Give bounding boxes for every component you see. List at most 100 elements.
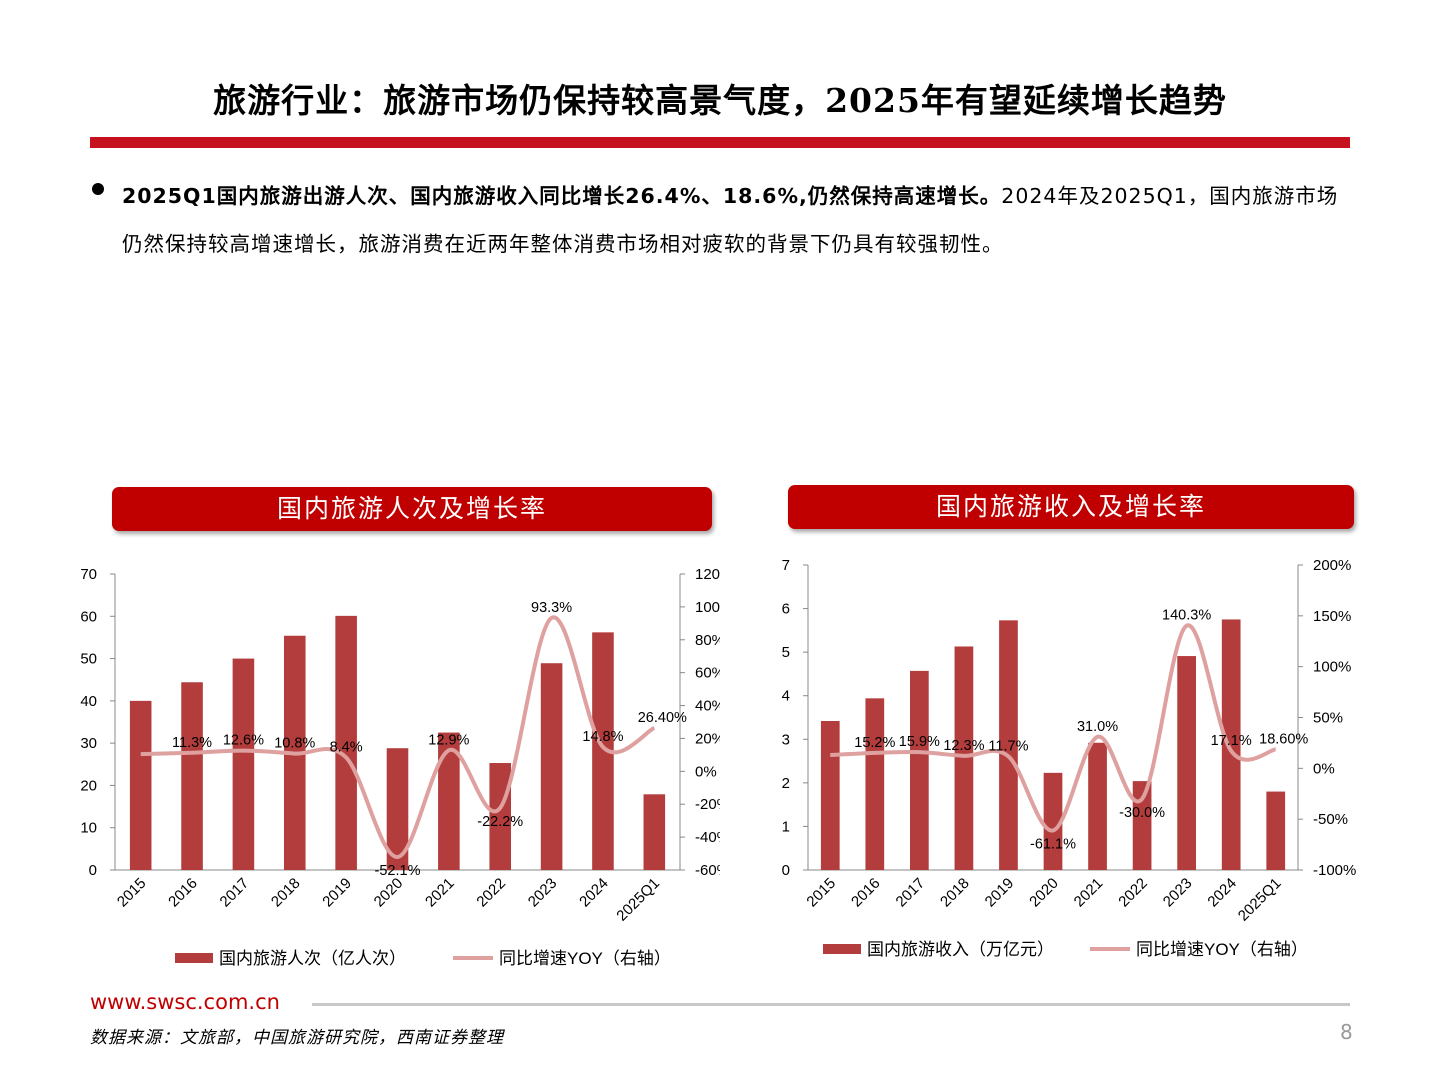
chart2-category-label: 2022	[1115, 875, 1151, 911]
summary-body: 2024年及2025Q1，国内旅游市场仍然保持较高增速增长，旅游消费在近两年整体…	[122, 184, 1339, 256]
chart1-bar	[386, 748, 409, 870]
chart1-data-label: 14.8%	[582, 729, 623, 745]
chart1-bar	[643, 794, 666, 870]
tourist-trips-chart: 0 10 20 30 40 50 60 70 -60% -40% -20% 0% 20% 40% 60% 80…	[80, 566, 720, 968]
data-source: 数据来源：文旅部，中国旅游研究院，西南证券整理	[90, 1028, 504, 1048]
chart1-right-tick-label: -40%	[695, 829, 720, 846]
chart2-bar	[954, 646, 974, 870]
chart2-left-tick-label: 7	[782, 557, 790, 574]
chart1-left-tick-label: 70	[80, 566, 97, 583]
chart2-category-label: 2024	[1204, 875, 1240, 911]
chart1-yoy-line	[140, 615, 656, 860]
chart2-category-label: 2020	[1026, 875, 1062, 911]
chart1-category-label: 2016	[165, 875, 201, 911]
chart2-data-label: 17.1%	[1211, 733, 1252, 749]
chart2-data-label: 18.60%	[1259, 731, 1308, 747]
chart2-bar	[999, 620, 1018, 870]
chart2-left-tick-label: 1	[782, 818, 790, 835]
chart1-data-label: -52.1%	[375, 863, 421, 879]
chart1-data-label: -22.2%	[477, 814, 523, 830]
chart2-right-tick-label: -100%	[1313, 862, 1356, 879]
chart1-data-label: 26.40%	[638, 710, 687, 726]
chart2-left-tick-label: 2	[782, 775, 790, 792]
chart2-category-label: 2019	[982, 875, 1018, 911]
chart2-data-label: -30.0%	[1119, 805, 1165, 821]
chart2-legend-line-label: 同比增速YOY（右轴）	[1136, 940, 1308, 959]
bullet-point	[92, 183, 104, 195]
chart2-category-label: 2025Q1	[1235, 875, 1285, 925]
chart1-data-label: 10.8%	[274, 736, 315, 752]
chart2-category-label: 2015	[803, 875, 839, 911]
chart2-category-label: 2023	[1160, 875, 1196, 911]
chart2-bar	[1266, 791, 1286, 870]
page-title: 旅游行业：旅游市场仍保持较高景气度，2025年有望延续增长趋势	[213, 81, 1227, 120]
chart2-right-tick-label: 100%	[1313, 659, 1351, 676]
chart1-bar	[181, 682, 203, 870]
chart1-category-label: 2025Q1	[613, 875, 663, 925]
chart2-category-label: 2021	[1071, 875, 1107, 911]
chart1-left-tick-label: 60	[80, 608, 97, 625]
chart1-category-label: 2022	[473, 875, 509, 911]
chart2-right-tick-label: 200%	[1313, 557, 1351, 574]
chart1-left-tick-label: 20	[80, 777, 97, 794]
chart1-right-tick-label: 20%	[695, 730, 720, 747]
chart1-header: 国内旅游人次及增长率	[112, 487, 712, 531]
chart1-right-tick-label: -20%	[695, 796, 720, 813]
chart1-category-label: 2023	[525, 875, 561, 911]
chart2-data-label: 15.2%	[854, 735, 895, 751]
chart2-bar	[1132, 781, 1152, 870]
chart2-left-tick-label: 3	[782, 731, 790, 748]
chart2-header: 国内旅游收入及增长率	[788, 485, 1354, 529]
page-number: 8	[1340, 1020, 1353, 1044]
chart2-bar	[1088, 742, 1107, 870]
chart2-left-tick-label: 5	[782, 644, 790, 661]
chart1-category-label: 2015	[114, 875, 150, 911]
chart1-category-label: 2020	[371, 875, 407, 911]
chart1-left-tick-label: 10	[80, 820, 97, 837]
chart2-category-label: 2017	[893, 875, 929, 911]
chart2-legend-bar-label: 国内旅游收入（万亿元）	[867, 940, 1054, 959]
chart2-right-tick-label: 150%	[1313, 608, 1351, 625]
title-divider	[90, 137, 1350, 148]
chart2-left-tick-label: 6	[782, 601, 790, 618]
chart1-data-label: 12.9%	[428, 732, 469, 748]
chart1-data-label: 12.6%	[223, 733, 264, 749]
chart2-right-tick-label: 0%	[1313, 760, 1335, 777]
chart2-data-label: 11.7%	[988, 738, 1028, 754]
chart2-bar	[1043, 772, 1063, 870]
chart2-left-tick-label: 4	[782, 688, 790, 705]
chart1-category-label: 2021	[422, 875, 458, 911]
chart1-bar	[335, 615, 357, 870]
chart1-left-tick-label: 30	[80, 735, 97, 752]
chart1-legend-line-label: 同比增速YOY（右轴）	[499, 949, 671, 968]
chart2-yoy-line	[830, 623, 1277, 833]
chart1-category-label: 2019	[319, 875, 355, 911]
chart2-bar	[865, 698, 885, 870]
chart1-category-label: 2018	[268, 875, 304, 911]
chart2-bar	[1177, 656, 1196, 870]
chart1-right-tick-label: 40%	[695, 698, 720, 715]
chart1-legend-bar-label: 国内旅游人次（亿人次）	[219, 949, 406, 968]
summary-lead: 2025Q1国内旅游出游人次、国内旅游收入同比增长26.4%、18.6%,仍然保…	[122, 184, 1002, 208]
chart1-left-tick-label: 50	[80, 651, 97, 668]
chart2-category-label: 2016	[848, 875, 884, 911]
chart1-bar	[489, 763, 512, 870]
chart1-right-tick-label: 0%	[695, 763, 717, 780]
chart1-legend-bar-swatch	[175, 953, 213, 963]
footer-url[interactable]: www.swsc.com.cn	[90, 990, 280, 1014]
chart2-data-label: 15.9%	[899, 734, 940, 750]
chart2-data-label: 140.3%	[1162, 608, 1211, 624]
chart1-right-tick-label: 120%	[695, 566, 720, 583]
chart1-right-tick-label: 80%	[695, 632, 720, 649]
chart2-bar	[1221, 619, 1241, 870]
chart2-data-label: -61.1%	[1030, 836, 1076, 852]
chart1-bar	[232, 658, 255, 870]
chart1-data-label: 11.3%	[172, 735, 212, 751]
chart1-category-label: 2024	[576, 875, 612, 911]
chart1-right-tick-label: 60%	[695, 665, 720, 682]
chart1-bar	[438, 732, 460, 870]
chart1-left-tick-label: 40	[80, 693, 97, 710]
chart1-category-label: 2017	[217, 875, 253, 911]
chart2-category-label: 2018	[937, 875, 973, 911]
